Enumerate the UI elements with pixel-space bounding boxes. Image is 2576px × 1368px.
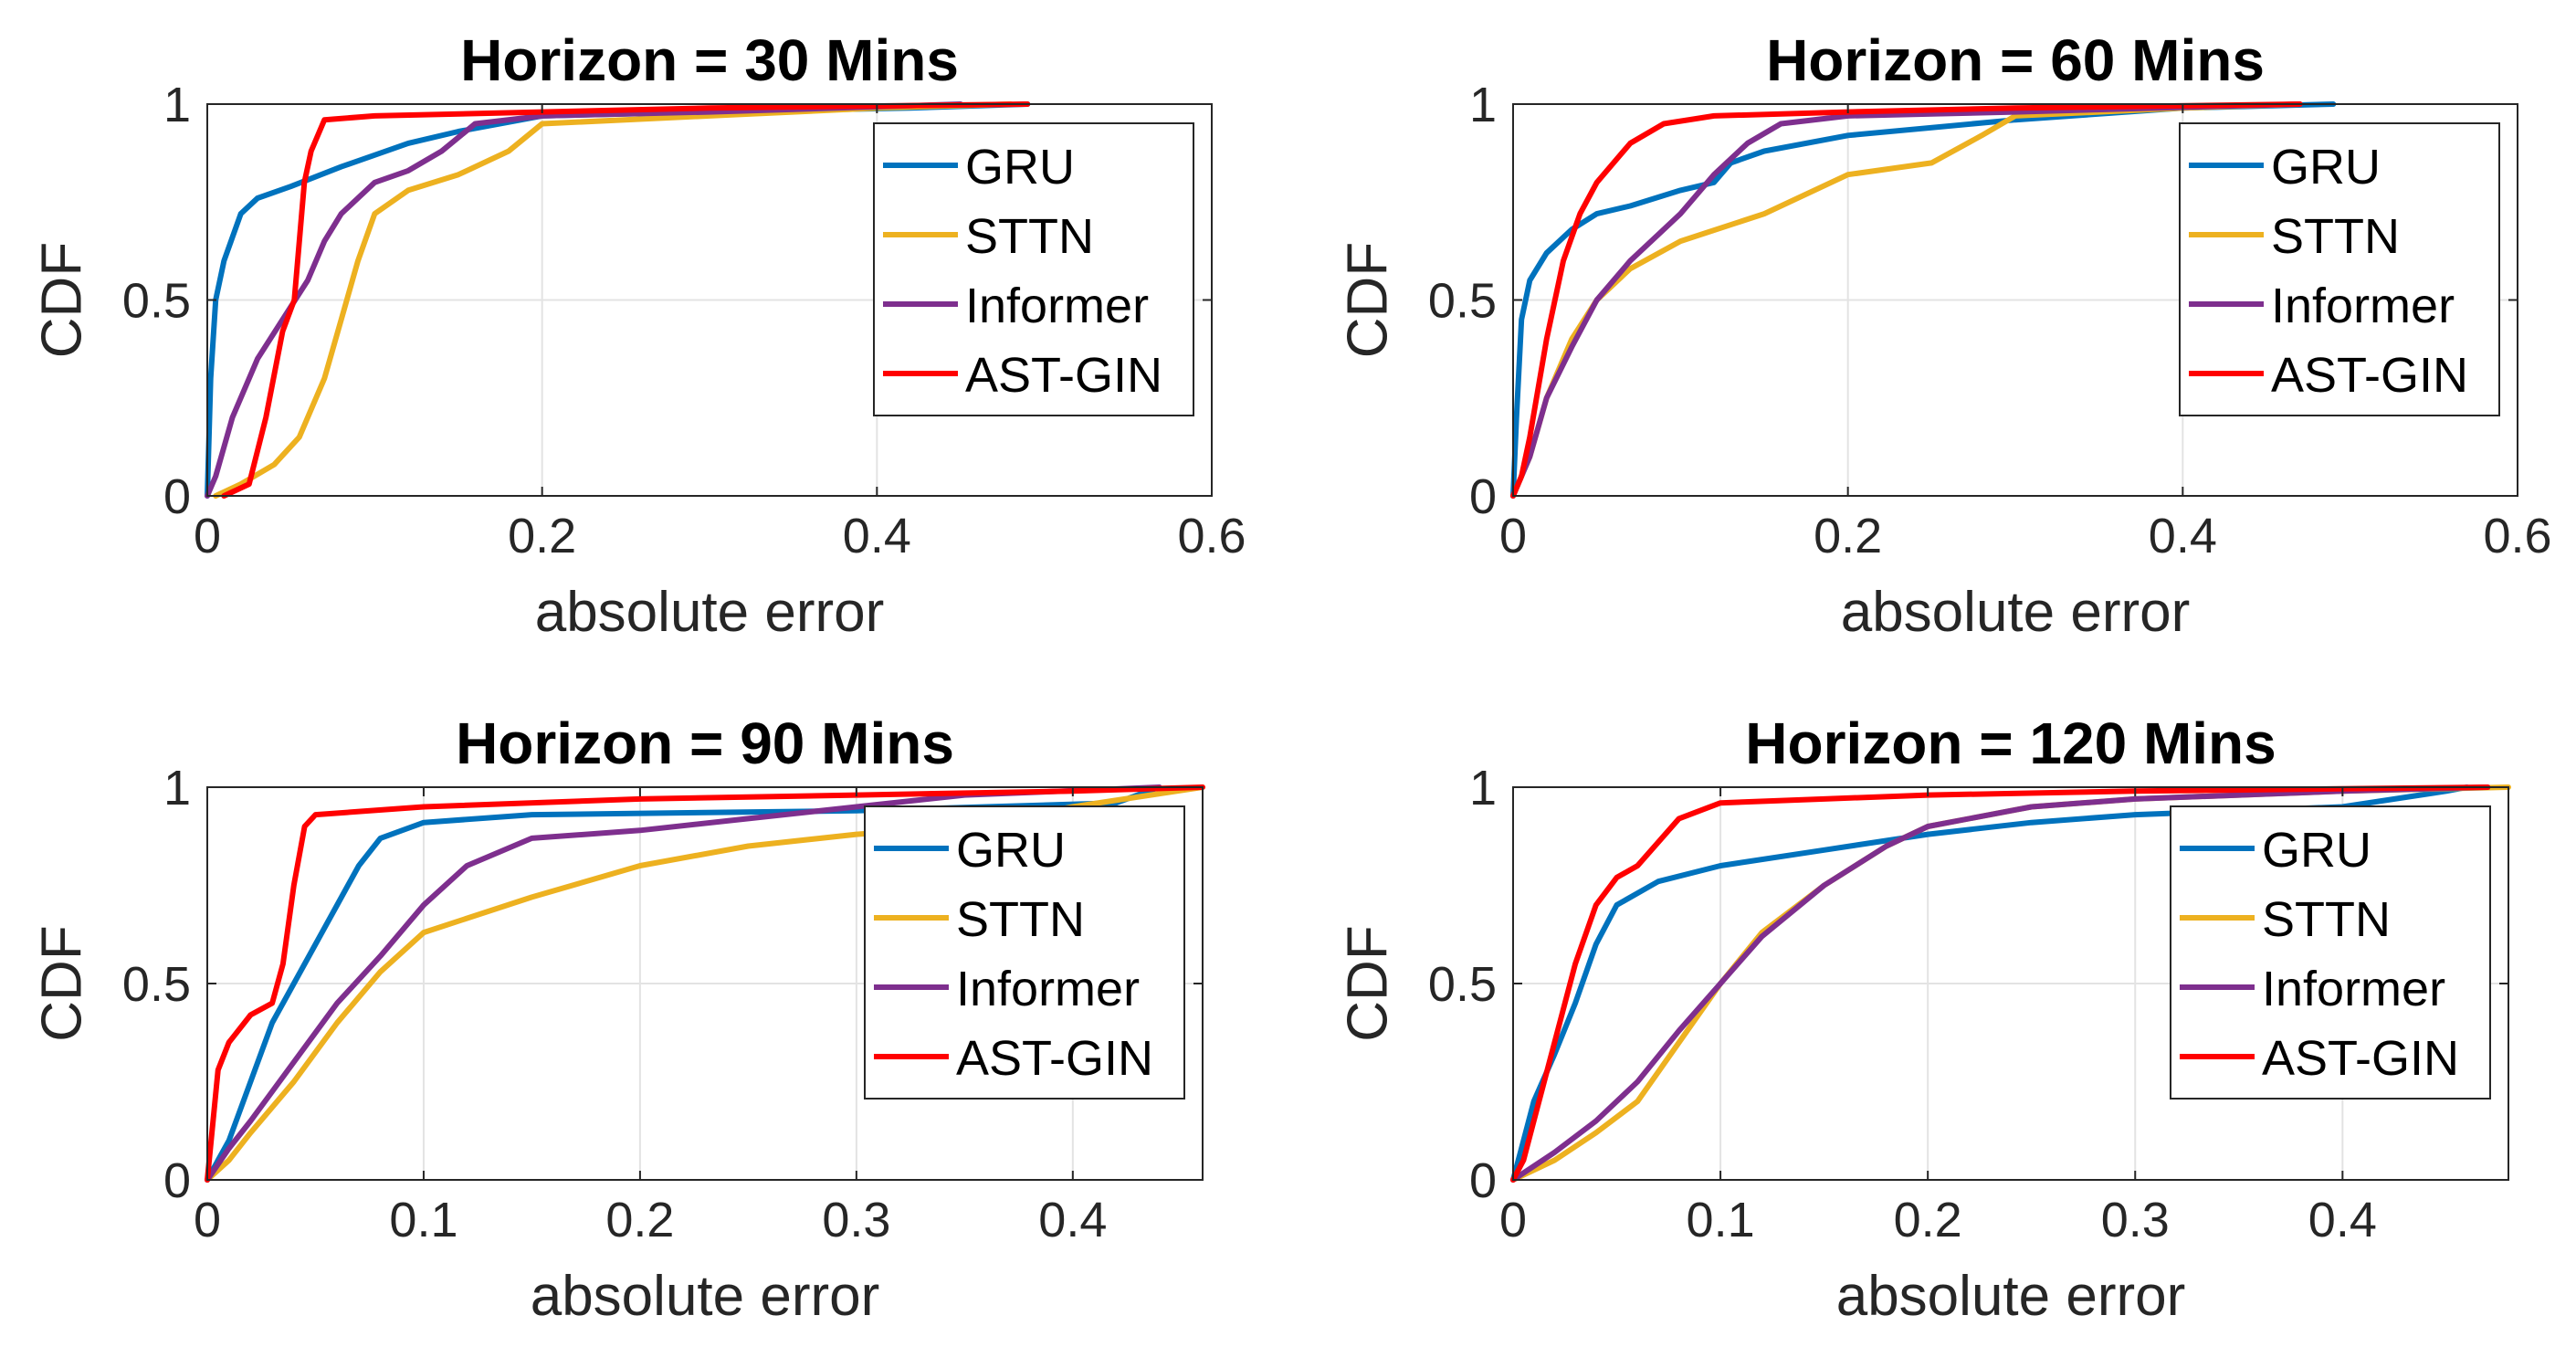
- legend: GRU STTN Informer AST-GIN: [864, 805, 1185, 1100]
- chart-title: Horizon = 90 Mins: [456, 710, 954, 776]
- chart-panel-3: 0 0.1 0.2 0.3 0.4 0 0.5 1 Horizon = 90 Mins absol…: [30, 710, 1205, 1328]
- y-tick-label: 0.5: [1428, 957, 1497, 1012]
- legend-label: AST-GIN: [2262, 1031, 2459, 1086]
- series-line-informer: [205, 784, 1162, 1183]
- y-tick-label: 0: [163, 1153, 191, 1208]
- y-axis-label: CDF: [1336, 925, 1399, 1041]
- legend-label: GRU: [965, 140, 1075, 195]
- chart-panel-4: 0 0.1 0.2 0.3 0.4 0 0.5 1 Horizon = 120 Mins abso…: [1336, 710, 2511, 1328]
- y-tick-label: 0: [1469, 1153, 1497, 1208]
- y-axis-label: CDF: [1336, 242, 1399, 358]
- x-tick-label: 0: [1499, 1193, 1527, 1247]
- x-tick-label: 0.4: [843, 509, 911, 563]
- legend: GRU STTN Informer AST-GIN: [2179, 122, 2500, 416]
- x-tick-label: 0.4: [2149, 509, 2217, 563]
- legend-box: [2170, 805, 2491, 1100]
- legend: GRU STTN Informer AST-GIN: [2170, 805, 2491, 1100]
- legend-label: STTN: [956, 892, 1085, 947]
- y-axis-label: CDF: [30, 242, 93, 358]
- x-tick-label: 0.6: [2483, 509, 2551, 563]
- x-axis-label: absolute error: [1841, 581, 2191, 644]
- x-tick-label: 0.2: [1814, 509, 1882, 563]
- legend-label: GRU: [2271, 140, 2381, 195]
- x-tick-label: 0.1: [389, 1193, 457, 1247]
- series-line-gru: [205, 784, 1162, 1183]
- x-tick-label: 0: [1499, 509, 1527, 563]
- y-tick-label: 0.5: [122, 274, 191, 329]
- legend-label: Informer: [2262, 962, 2445, 1016]
- y-tick-label: 0: [163, 469, 191, 524]
- legend-label: STTN: [2271, 209, 2400, 264]
- x-tick-label: 0.2: [508, 509, 576, 563]
- x-tick-label: 0.2: [605, 1193, 674, 1247]
- series-line-informer: [1510, 784, 2491, 1183]
- x-tick-label: 0: [194, 509, 221, 563]
- series-line-informer: [1510, 101, 2303, 499]
- chart-title: Horizon = 60 Mins: [1766, 27, 2265, 93]
- x-tick-label: 0.1: [1687, 1193, 1755, 1247]
- x-tick-label: 0.4: [2308, 1193, 2377, 1247]
- legend-label: STTN: [2262, 892, 2391, 947]
- series-line-ast-gin: [221, 101, 1031, 499]
- legend-label: Informer: [2271, 279, 2455, 333]
- legend-label: Informer: [956, 962, 1140, 1016]
- x-tick-label: 0.6: [1177, 509, 1246, 563]
- y-tick-label: 1: [163, 78, 191, 132]
- y-tick-label: 0: [1469, 469, 1497, 524]
- series-line-informer: [205, 101, 963, 499]
- y-tick-label: 0.5: [1428, 274, 1497, 329]
- chart-title: Horizon = 120 Mins: [1745, 710, 2276, 776]
- series-line-ast-gin: [1510, 784, 2491, 1183]
- x-axis-label: absolute error: [1836, 1265, 2186, 1328]
- x-tick-label: 0: [194, 1193, 221, 1247]
- series-line-gru: [1510, 101, 2337, 499]
- legend-box: [2179, 122, 2500, 416]
- legend-label: AST-GIN: [2271, 348, 2468, 403]
- x-tick-label: 0.4: [1038, 1193, 1107, 1247]
- legend-box: [864, 805, 1185, 1100]
- chart-panel-1: 0 0.2 0.4 0.6 0 0.5 1 Horizon = 30 Mins absolute…: [30, 27, 1246, 644]
- chart-title: Horizon = 30 Mins: [460, 27, 959, 93]
- legend-box: [873, 122, 1194, 416]
- legend-label: GRU: [2262, 823, 2371, 878]
- series-line-sttn: [213, 101, 1014, 499]
- y-tick-label: 1: [1469, 761, 1497, 816]
- x-axis-label: absolute error: [535, 581, 885, 644]
- series-line-ast-gin: [205, 784, 1205, 1183]
- y-tick-label: 1: [1469, 78, 1497, 132]
- x-tick-label: 0.3: [822, 1193, 890, 1247]
- y-tick-label: 1: [163, 761, 191, 816]
- legend-label: STTN: [965, 209, 1094, 264]
- legend: GRU STTN Informer AST-GIN: [873, 122, 1194, 416]
- x-tick-label: 0.2: [1894, 1193, 1962, 1247]
- legend-label: AST-GIN: [956, 1031, 1153, 1086]
- x-axis-label: absolute error: [531, 1265, 880, 1328]
- legend-label: GRU: [956, 823, 1066, 878]
- chart-panel-2: 0 0.2 0.4 0.6 0 0.5 1 Horizon = 60 Mins absolute…: [1336, 27, 2551, 644]
- legend-label: AST-GIN: [965, 348, 1162, 403]
- legend-label: Informer: [965, 279, 1149, 333]
- y-axis-label: CDF: [30, 925, 93, 1041]
- y-tick-label: 0.5: [122, 957, 191, 1012]
- x-tick-label: 0.3: [2101, 1193, 2170, 1247]
